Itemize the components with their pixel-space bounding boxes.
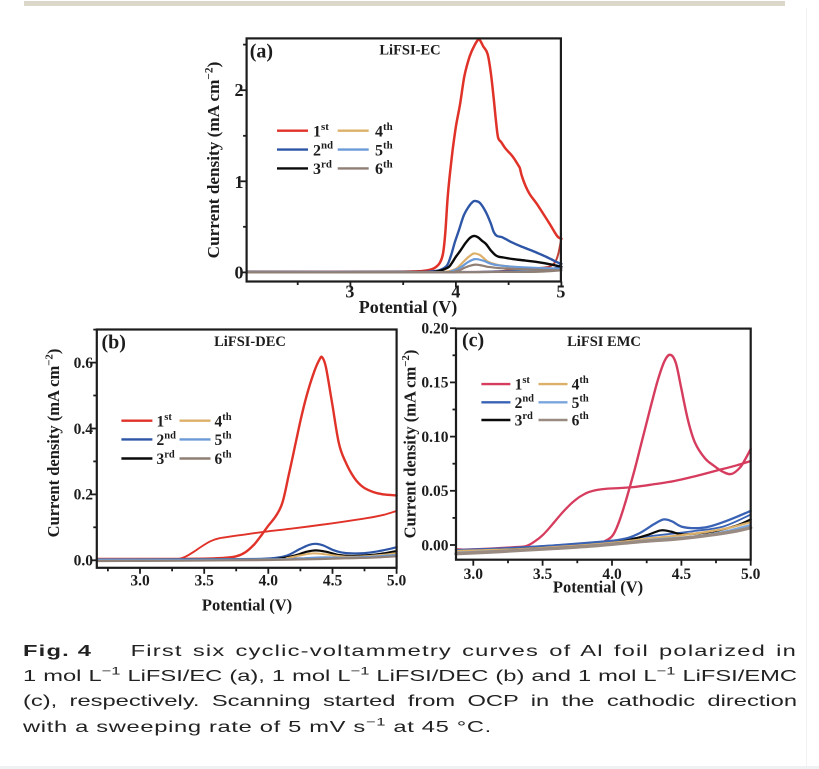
svg-text:LiFSI-EC: LiFSI-EC — [379, 43, 440, 59]
svg-text:4th: 4th — [375, 121, 393, 141]
svg-text:3.0: 3.0 — [130, 573, 150, 590]
svg-text:2nd: 2nd — [313, 140, 333, 160]
svg-text:5th: 5th — [375, 140, 393, 160]
svg-text:2nd: 2nd — [157, 431, 177, 450]
svg-text:4: 4 — [451, 282, 460, 302]
svg-text:1: 1 — [235, 172, 244, 192]
svg-text:3.0: 3.0 — [464, 566, 484, 583]
svg-text:Potential (V): Potential (V) — [359, 297, 457, 318]
svg-text:3: 3 — [345, 282, 354, 302]
svg-text:1st: 1st — [515, 375, 531, 394]
svg-text:3rd: 3rd — [313, 159, 332, 179]
svg-text:(a): (a) — [250, 41, 273, 63]
svg-text:Potential (V): Potential (V) — [553, 578, 643, 597]
svg-text:Current density (mA cm−2): Current density (mA cm−2) — [204, 62, 224, 259]
svg-text:1st: 1st — [157, 412, 173, 431]
svg-text:0.00: 0.00 — [421, 537, 448, 554]
svg-text:(b): (b) — [102, 332, 126, 354]
svg-text:5th: 5th — [215, 431, 232, 450]
svg-text:2nd: 2nd — [515, 393, 535, 412]
svg-text:0.10: 0.10 — [421, 429, 448, 446]
svg-text:LiFSI EMC: LiFSI EMC — [567, 334, 641, 350]
svg-text:0.0: 0.0 — [74, 553, 94, 570]
svg-text:4.0: 4.0 — [602, 566, 622, 583]
svg-text:6th: 6th — [572, 411, 589, 430]
svg-text:LiFSI-DEC: LiFSI-DEC — [214, 334, 286, 350]
svg-text:5.0: 5.0 — [387, 573, 407, 590]
svg-text:3.5: 3.5 — [195, 573, 215, 590]
svg-text:0.20: 0.20 — [421, 321, 448, 338]
svg-text:(c): (c) — [462, 330, 484, 352]
svg-text:Current density (mA cm−2): Current density (mA cm−2) — [400, 350, 419, 539]
svg-text:4th: 4th — [572, 375, 589, 394]
svg-text:3rd: 3rd — [157, 450, 175, 469]
svg-text:Current density (mA cm−2): Current density (mA cm−2) — [44, 349, 63, 538]
svg-text:5.0: 5.0 — [741, 566, 761, 583]
svg-text:1st: 1st — [313, 121, 329, 141]
svg-text:4.5: 4.5 — [323, 573, 343, 590]
svg-text:5th: 5th — [572, 393, 589, 412]
svg-text:4.0: 4.0 — [259, 573, 279, 590]
svg-text:0: 0 — [235, 262, 244, 282]
svg-text:2: 2 — [235, 80, 244, 100]
svg-text:0.05: 0.05 — [421, 483, 448, 500]
svg-text:0.6: 0.6 — [74, 355, 94, 372]
svg-text:0.15: 0.15 — [421, 375, 448, 392]
svg-text:0.2: 0.2 — [74, 487, 94, 504]
svg-text:6th: 6th — [375, 159, 393, 179]
svg-text:Potential (V): Potential (V) — [202, 596, 292, 615]
svg-text:4th: 4th — [215, 412, 232, 431]
svg-text:3.5: 3.5 — [533, 566, 553, 583]
svg-text:6th: 6th — [215, 450, 232, 469]
svg-text:3rd: 3rd — [515, 411, 533, 430]
svg-text:0.4: 0.4 — [74, 421, 94, 438]
svg-text:4.5: 4.5 — [672, 566, 692, 583]
svg-text:5: 5 — [556, 282, 565, 302]
